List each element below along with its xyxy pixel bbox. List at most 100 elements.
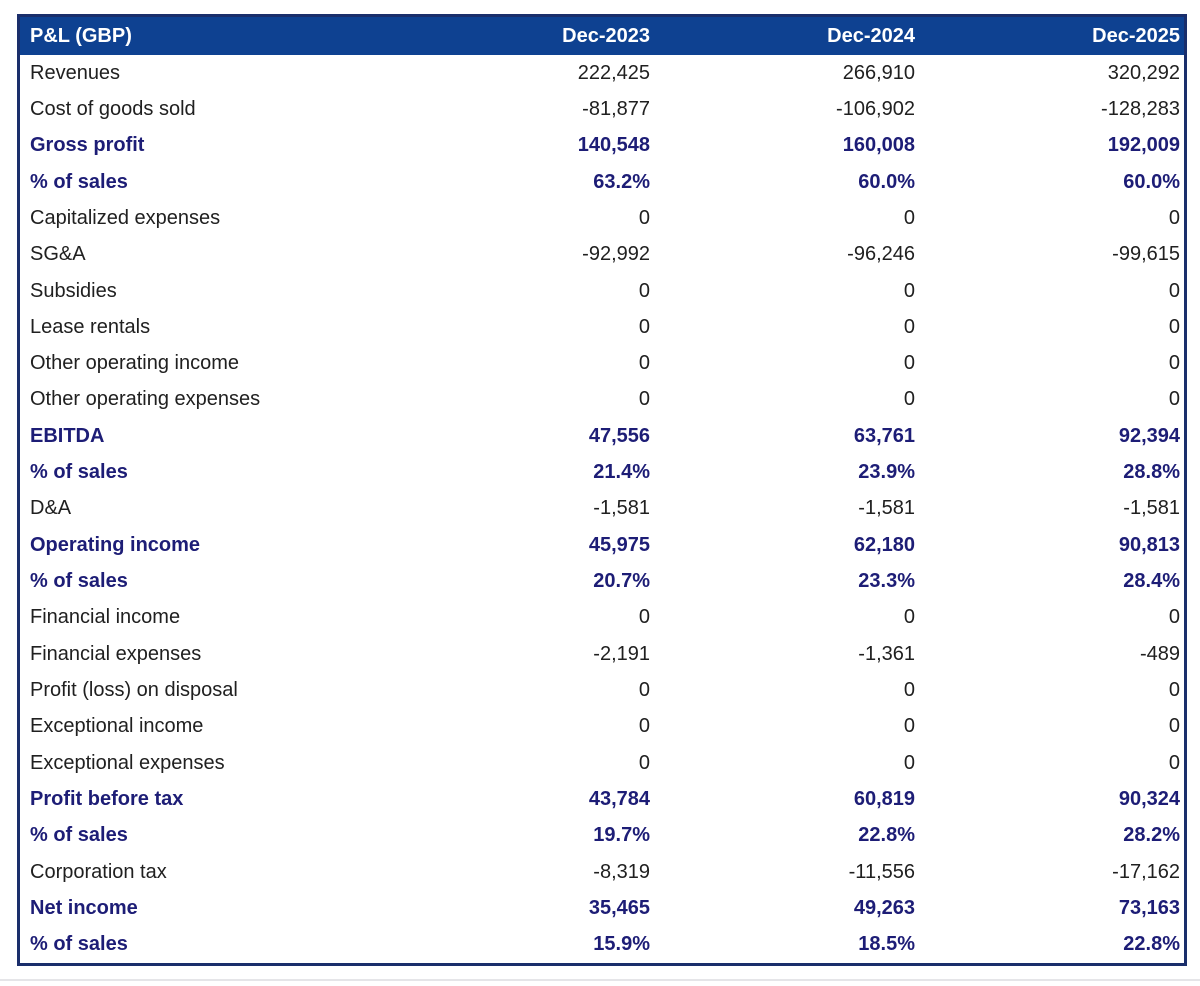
row-label: Profit (loss) on disposal xyxy=(30,678,238,701)
row-value: 0 xyxy=(903,352,915,375)
row-value: -1,581 xyxy=(1123,497,1180,520)
table-row: % of sales 63.2% 60.0% 60.0% xyxy=(20,163,1184,201)
row-value: 0 xyxy=(1168,388,1180,411)
row-value: 20.7% xyxy=(593,570,650,593)
row-value: 0 xyxy=(903,315,915,338)
row-label: Net income xyxy=(30,896,138,919)
row-label: Lease rentals xyxy=(30,315,151,338)
table-row: Operating income 45,975 62,180 90,813 xyxy=(20,527,1184,564)
row-label: % of sales xyxy=(30,170,128,193)
row-value: 0 xyxy=(1168,279,1180,302)
table-row: Subsidies 0 0 0 xyxy=(20,272,1184,310)
row-value: 22.8% xyxy=(858,824,915,847)
row-value: 320,292 xyxy=(1107,61,1180,84)
row-value: 15.9% xyxy=(593,933,650,956)
row-value: 45,975 xyxy=(588,533,650,556)
table-body: Revenues 222,425 266,910 320,292 Cost of goo… xyxy=(20,55,1184,963)
row-value: 0 xyxy=(1168,206,1180,229)
table-row: Capitalized expenses 0 0 0 xyxy=(20,200,1184,237)
table-row: SG&A -92,992 -96,246 -99,615 xyxy=(20,236,1184,273)
row-label: Subsidies xyxy=(30,279,117,302)
row-value: 35,465 xyxy=(588,896,650,919)
row-value: -1,581 xyxy=(593,497,650,520)
row-value: 60.0% xyxy=(858,170,915,193)
row-label: Financial expenses xyxy=(30,642,202,665)
table-title: P&L (GBP) xyxy=(30,24,132,47)
table-row: Exceptional expenses 0 0 0 xyxy=(20,744,1184,782)
row-value: 22.8% xyxy=(1123,933,1180,956)
row-value: 0 xyxy=(903,279,915,302)
row-value: 90,813 xyxy=(1118,533,1180,556)
table-row: Gross profit 140,548 160,008 192,009 xyxy=(20,127,1184,164)
row-value: 0 xyxy=(1168,606,1180,629)
row-label: Financial income xyxy=(30,606,181,629)
column-header-dec-2023: Dec-2023 xyxy=(562,24,650,47)
row-value: 0 xyxy=(1168,678,1180,701)
row-value: 43,784 xyxy=(588,787,650,810)
column-header-dec-2025: Dec-2025 xyxy=(1092,24,1180,47)
row-value: 0 xyxy=(638,388,650,411)
row-value: 90,324 xyxy=(1118,787,1180,810)
row-value: 63,761 xyxy=(853,424,915,447)
table-row: Profit (loss) on disposal 0 0 0 xyxy=(20,672,1184,709)
table-row: Other operating expenses 0 0 0 xyxy=(20,381,1184,419)
row-value: 222,425 xyxy=(577,61,650,84)
row-value: 21.4% xyxy=(593,461,650,484)
row-value: 28.8% xyxy=(1123,461,1180,484)
table-row: Corporation tax -8,319 -11,556 -17,162 xyxy=(20,853,1184,891)
table-row: Profit before tax 43,784 60,819 90,324 xyxy=(20,781,1184,818)
row-label: D&A xyxy=(30,497,72,520)
row-value: 160,008 xyxy=(842,134,915,157)
table-row: Cost of goods sold -81,877 -106,902 -128,28… xyxy=(20,91,1184,128)
row-value: 0 xyxy=(903,388,915,411)
row-value: 28.2% xyxy=(1123,824,1180,847)
table-row: Other operating income 0 0 0 xyxy=(20,345,1184,382)
row-label: Capitalized expenses xyxy=(30,206,221,229)
page-divider xyxy=(0,979,1200,981)
table-row: % of sales 15.9% 18.5% 22.8% xyxy=(20,926,1184,963)
row-label: Operating income xyxy=(30,533,201,556)
row-value: -106,902 xyxy=(836,97,915,120)
row-value: 0 xyxy=(638,206,650,229)
row-value: 19.7% xyxy=(593,824,650,847)
row-label: Corporation tax xyxy=(30,860,167,883)
table-row: D&A -1,581 -1,581 -1,581 xyxy=(20,490,1184,528)
row-value: 60.0% xyxy=(1123,170,1180,193)
row-value: 266,910 xyxy=(842,61,915,84)
row-label: Cost of goods sold xyxy=(30,97,196,120)
row-label: % of sales xyxy=(30,824,128,847)
row-label: Other operating income xyxy=(30,352,240,375)
row-value: 0 xyxy=(903,206,915,229)
row-value: 0 xyxy=(903,751,915,774)
table-row: Financial income 0 0 0 xyxy=(20,599,1184,636)
row-label: % of sales xyxy=(30,933,128,956)
row-value: 0 xyxy=(1168,315,1180,338)
row-value: 0 xyxy=(903,715,915,738)
row-label: Gross profit xyxy=(30,134,145,157)
row-value: -1,361 xyxy=(858,642,915,665)
row-value: 0 xyxy=(638,678,650,701)
row-value: 0 xyxy=(1168,352,1180,375)
row-value: -11,556 xyxy=(848,860,915,883)
row-value: 0 xyxy=(638,715,650,738)
row-value: -99,615 xyxy=(1112,243,1180,266)
table-header-row: P&L (GBP) Dec-2023 Dec-2024 Dec-2025 xyxy=(20,17,1184,55)
row-value: 28.4% xyxy=(1123,570,1180,593)
row-value: 23.3% xyxy=(858,570,915,593)
row-value: -1,581 xyxy=(858,497,915,520)
table-row: Exceptional income 0 0 0 xyxy=(20,708,1184,745)
row-value: -8,319 xyxy=(593,860,650,883)
row-value: -489 xyxy=(1139,642,1180,665)
row-value: -92,992 xyxy=(582,243,650,266)
row-value: 0 xyxy=(638,279,650,302)
table-row: Revenues 222,425 266,910 320,292 xyxy=(20,55,1184,92)
row-value: 0 xyxy=(903,606,915,629)
row-label: Exceptional income xyxy=(30,715,204,738)
row-value: 0 xyxy=(1168,751,1180,774)
row-value: 49,263 xyxy=(853,896,915,919)
row-value: -128,283 xyxy=(1101,97,1180,120)
row-value: 0 xyxy=(638,352,650,375)
table-row: Lease rentals 0 0 0 xyxy=(20,309,1184,346)
row-label: Profit before tax xyxy=(30,787,184,810)
